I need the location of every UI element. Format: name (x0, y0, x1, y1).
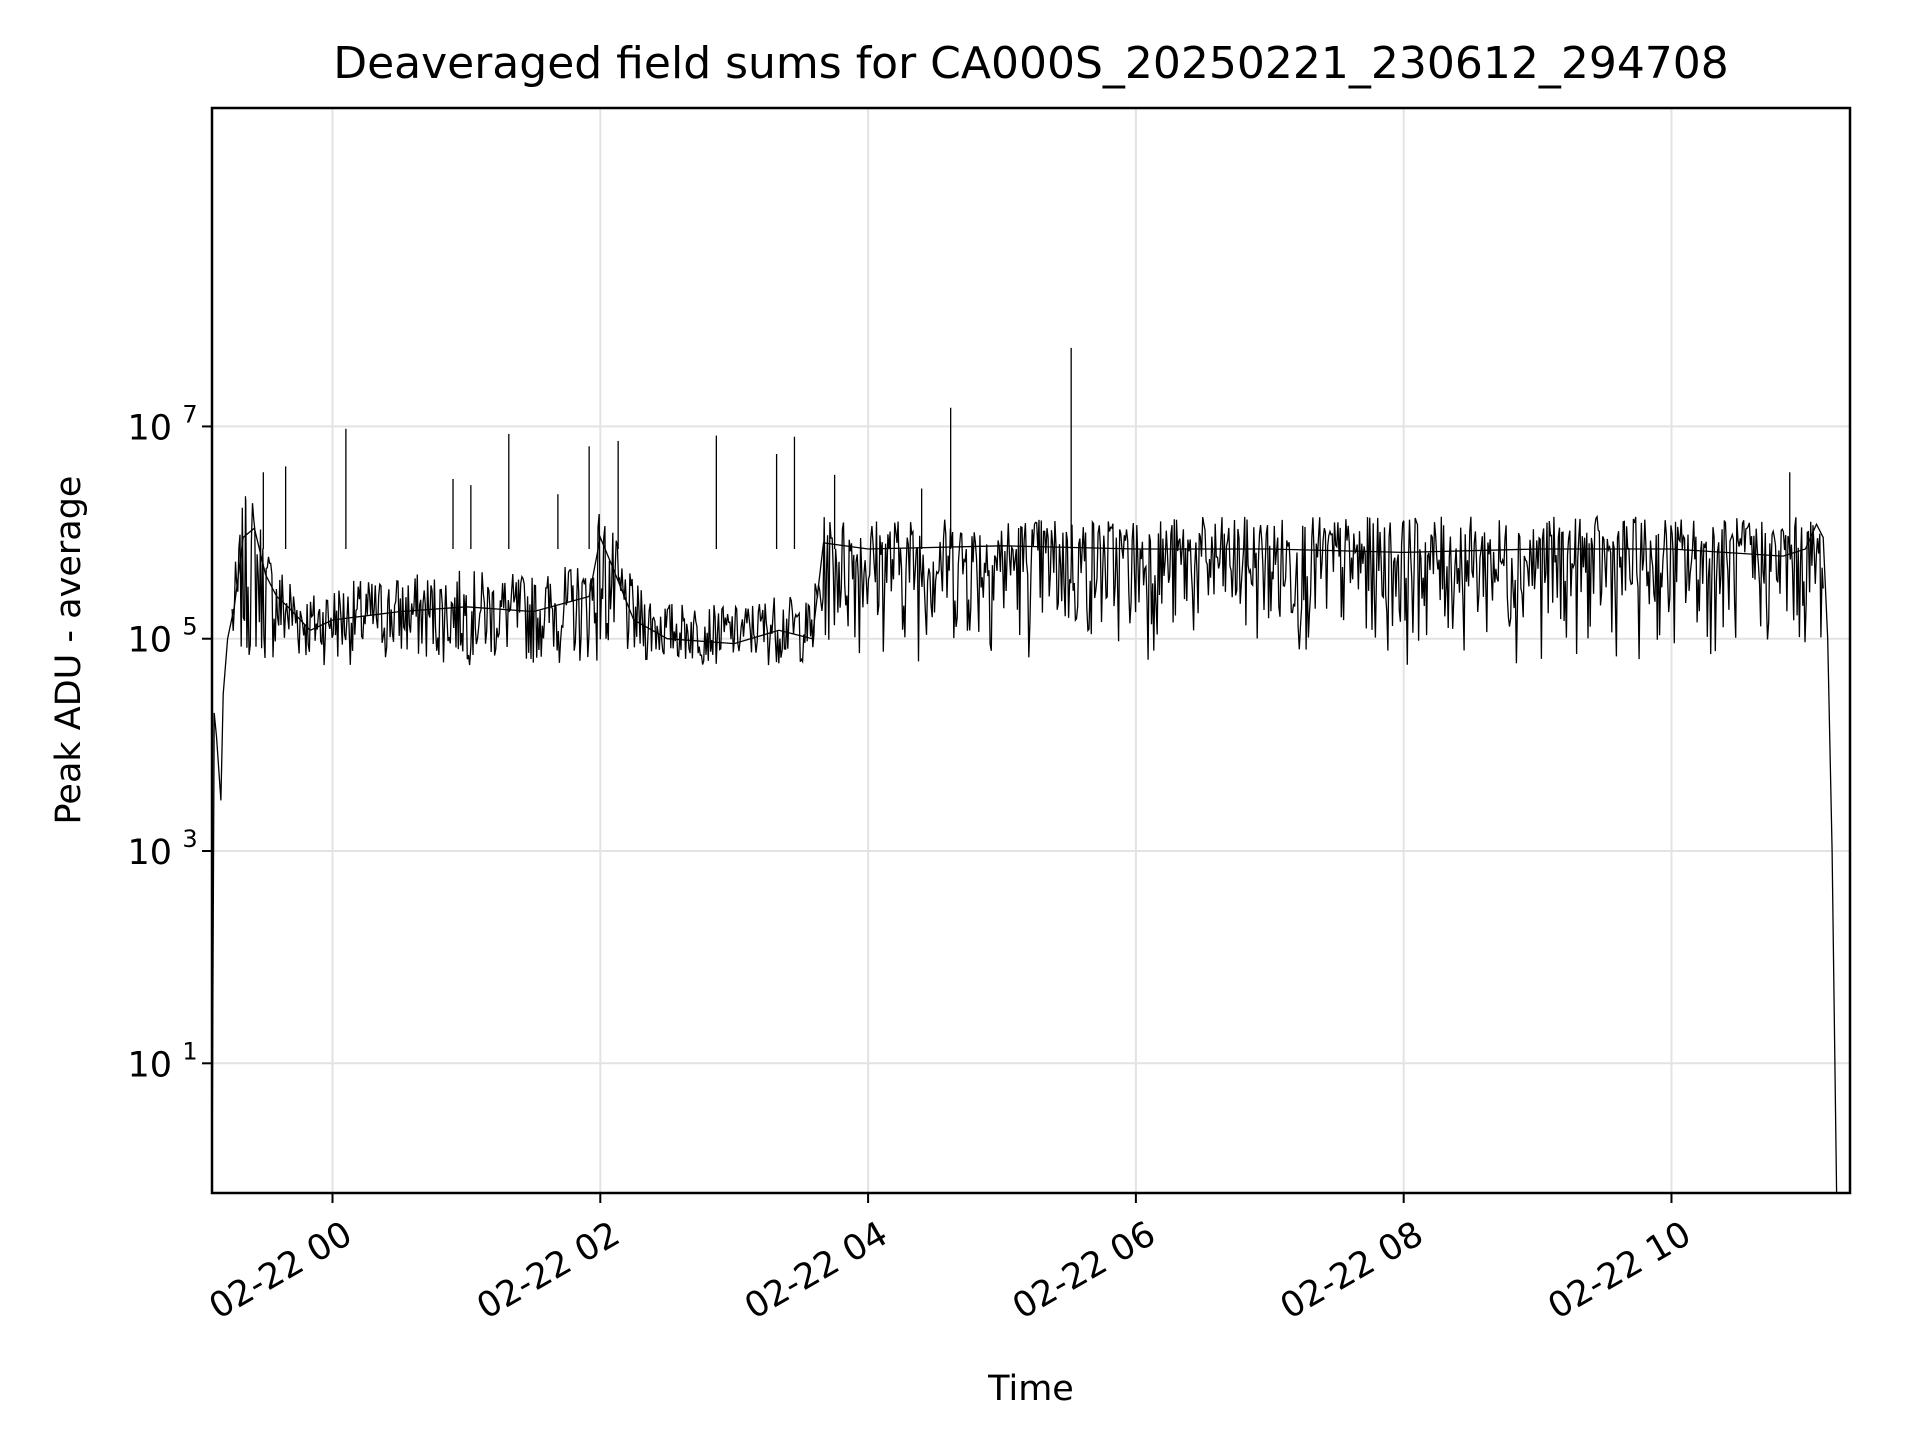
series-layer (211, 347, 1838, 1194)
x-axis-label: Time (987, 1369, 1074, 1409)
x-tick-label: 02-22 08 (1274, 1214, 1430, 1327)
y-tick-exponent: 1 (182, 1037, 197, 1065)
x-tick-label: 02-22 04 (738, 1214, 894, 1327)
x-tick-label: 02-22 00 (203, 1214, 359, 1327)
x-tick-label: 02-22 06 (1006, 1214, 1162, 1327)
x-axis: 02-22 00 02-22 02 02-22 04 02-22 06 02-22 08… (203, 1193, 1698, 1327)
y-tick-base: 10 (127, 1045, 172, 1085)
y-tick-label: 10 (127, 408, 172, 448)
y-tick-exponent: 7 (182, 400, 197, 428)
y-tick-base: 10 (127, 621, 172, 661)
y-tick-base: 10 (127, 833, 172, 873)
y-tick-label: 10 (127, 1045, 172, 1085)
y-tick-exponent: 5 (182, 613, 197, 641)
series-line-noise (231, 499, 1824, 666)
y-tick-label: 10 (127, 621, 172, 661)
plot-frame (210, 106, 1852, 1195)
x-tick-label: 02-22 10 (1542, 1214, 1698, 1327)
chart-title: Deaveraged field sums for CA000S_2025022… (333, 38, 1729, 89)
y-tick-base: 10 (127, 408, 172, 448)
y-tick-exponent: 3 (182, 825, 197, 853)
grid (212, 108, 1850, 1193)
x-tick-label: 02-22 02 (471, 1214, 627, 1327)
y-tick-label: 10 (127, 833, 172, 873)
y-axis: 10 1 10 3 10 5 10 7 (127, 400, 212, 1085)
y-axis-label: Peak ADU - average (49, 476, 89, 825)
